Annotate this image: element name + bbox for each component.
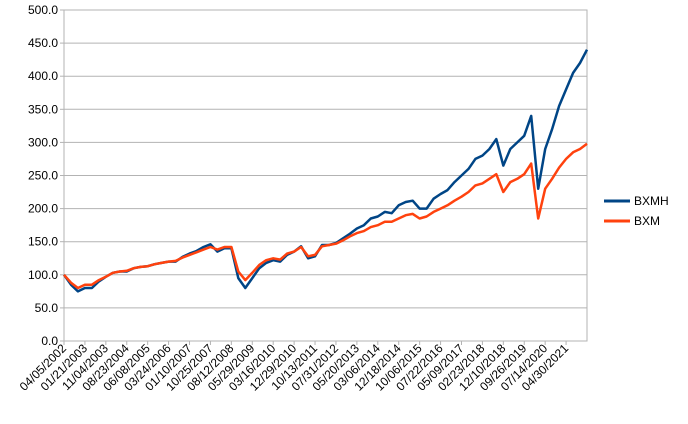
y-tick-label: 150.0 — [28, 235, 58, 249]
y-tick-label: 500.0 — [28, 3, 58, 17]
y-tick-label: 350.0 — [28, 102, 58, 116]
y-tick-label: 400.0 — [28, 69, 58, 83]
y-tick-label: 200.0 — [28, 202, 58, 216]
y-tick-label: 50.0 — [35, 301, 59, 315]
y-tick-label: 250.0 — [28, 169, 58, 183]
y-tick-label: 100.0 — [28, 268, 58, 282]
y-tick-label: 0.0 — [41, 334, 58, 348]
legend-label: BXMH — [634, 194, 669, 208]
y-tick-label: 450.0 — [28, 36, 58, 50]
series-line — [63, 142, 588, 290]
y-tick-label: 300.0 — [28, 135, 58, 149]
legend-label: BXM — [634, 214, 660, 228]
